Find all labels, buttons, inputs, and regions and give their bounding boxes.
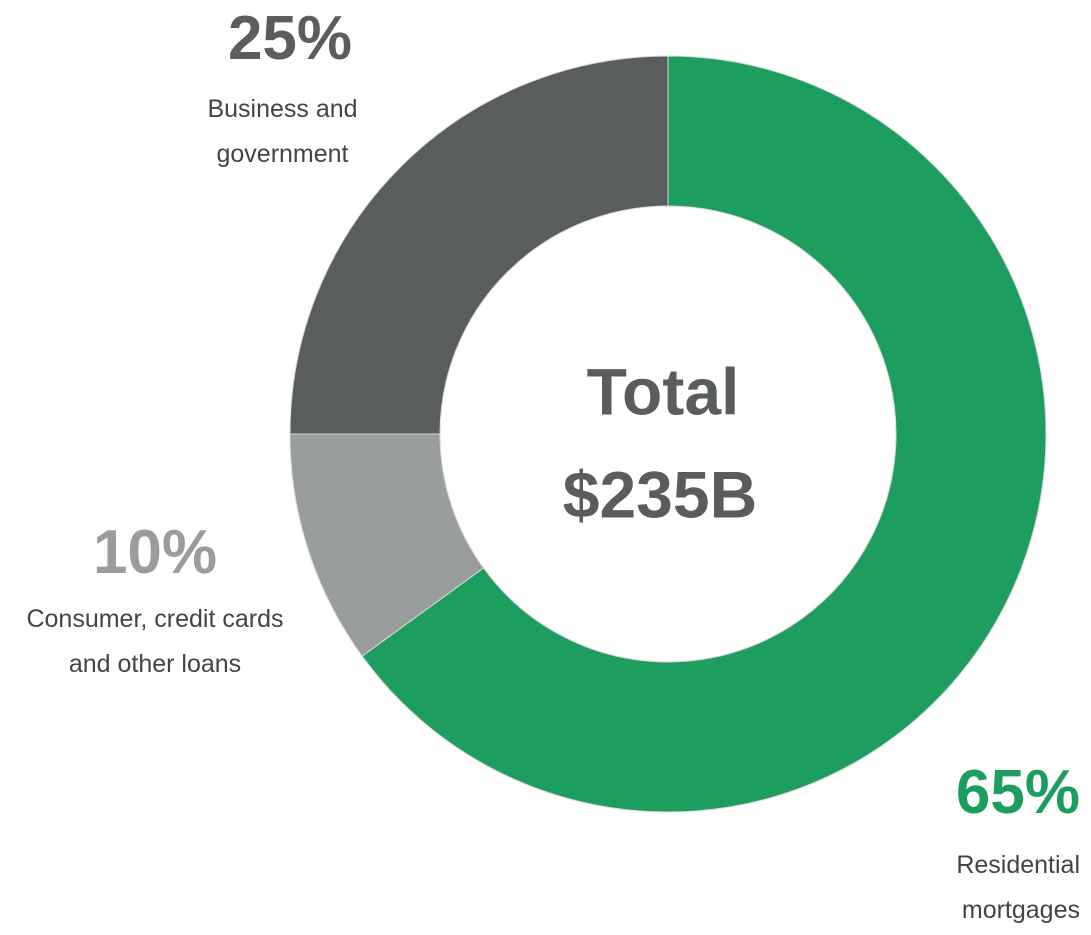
center-value: $235B — [563, 457, 758, 531]
center-label: Total — [587, 354, 740, 428]
donut-slice — [361, 55, 1047, 813]
value-label: 25% — [227, 4, 353, 73]
category-label: Consumer, credit cards and other loans — [26, 605, 284, 678]
donut-slice — [289, 55, 669, 435]
category-label: Residential mortgages — [956, 851, 1080, 924]
donut-slice — [289, 433, 485, 657]
category-label: Business and government — [207, 95, 358, 168]
value-label: 65% — [955, 758, 1080, 827]
value-label: 10% — [92, 518, 218, 587]
